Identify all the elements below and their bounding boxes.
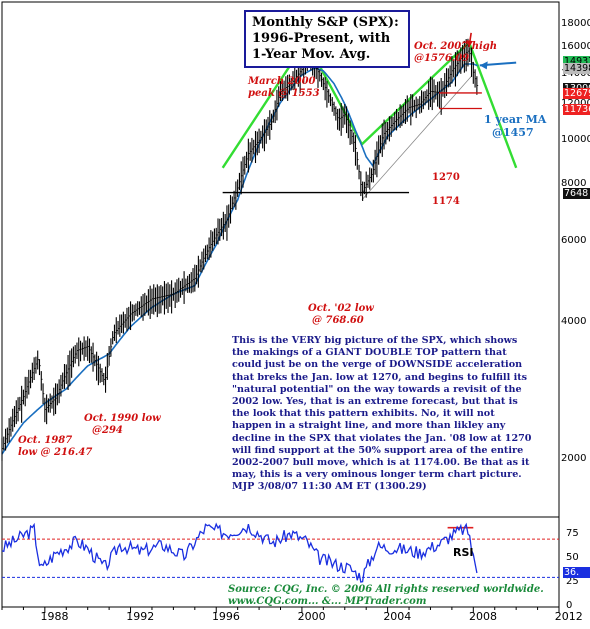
- annotation-oct-1990-line1: Oct. 1990 low: [84, 413, 161, 424]
- annotation-ma-line2: @1457: [492, 126, 534, 139]
- y-tick-label: 16000: [561, 41, 590, 53]
- annotation-oct-2007-high: Oct. 2007 high @1576.09: [414, 41, 497, 65]
- rsi-line: [1, 522, 478, 583]
- x-tick-label: 2008: [469, 610, 498, 623]
- annotation-oct-2007-line1: Oct. 2007 high: [414, 41, 498, 52]
- y-tick-label: 10000: [561, 134, 590, 146]
- annotation-oct-1987-line1: Oct. 1987: [18, 435, 73, 446]
- price-tag: 14398: [563, 63, 590, 75]
- annotation-1-year-ma: 1 year MA @1457: [484, 113, 546, 139]
- price-tag: 11736: [563, 103, 590, 115]
- annotation-ma-line1: 1 year MA: [484, 113, 547, 126]
- annotation-march-2000-line1: March 2000: [248, 76, 316, 87]
- rsi-label: RSI: [453, 546, 474, 559]
- annotation-oct-1987-low: Oct. 1987 low @ 216.47: [18, 435, 92, 459]
- price-tag: 14937: [563, 55, 590, 67]
- rsi-tick-label: 25: [566, 576, 579, 588]
- annotation-march-2000-line2: peak @ 1553: [248, 88, 320, 99]
- commentary-text: This is the VERY big picture of the SPX,…: [232, 335, 532, 493]
- annotation-oct-2002-line2: @ 768.60: [312, 315, 364, 326]
- annotation-oct-2007-line2: @1576.09: [414, 53, 470, 64]
- support-lines: [222, 92, 482, 194]
- annotation-oct-1990-low: Oct. 1990 low @294: [84, 413, 161, 437]
- source-line1: Source: CQG, Inc. © 2006 All rights rese…: [228, 584, 544, 595]
- price-layer: [1, 38, 479, 462]
- chart-title-line2: 1996-Present, with: [252, 31, 391, 46]
- channel-lines: [361, 76, 472, 201]
- price-tag: 7648: [563, 188, 590, 200]
- y-tick-label: 4000: [561, 315, 587, 327]
- arrowhead-oct-2007-high: [466, 40, 474, 48]
- rsi-layer: [1, 522, 559, 583]
- chart-title-line1: Monthly S&P (SPX):: [252, 15, 399, 30]
- rsi-tick-label: 50: [566, 552, 579, 564]
- annotation-oct-2002-low: Oct. '02 low @ 768.60: [308, 303, 374, 327]
- arrowhead-1-year-ma: [479, 61, 488, 70]
- source-credit: Source: CQG, Inc. © 2006 All rights rese…: [228, 584, 544, 608]
- x-tick-label: 2004: [383, 610, 412, 623]
- rsi-tick-label: 75: [566, 528, 579, 540]
- y-tick-label: 2000: [561, 453, 587, 465]
- annotation-oct-2002-line1: Oct. '02 low: [308, 303, 374, 314]
- annotation-level-1270: 1270: [432, 172, 460, 183]
- annotation-oct-1990-line2: @294: [92, 425, 123, 436]
- x-tick-label: 2012: [554, 610, 583, 623]
- y-tick-label: 8000: [561, 178, 587, 190]
- chart-title: Monthly S&P (SPX): 1996-Present, with 1-…: [244, 10, 410, 68]
- x-tick-label: 1988: [40, 610, 69, 623]
- price-tag: 12679: [563, 88, 590, 100]
- source-line2: www.CQG.com... &... MPTrader.com: [228, 596, 427, 607]
- channel-lower-line: [361, 76, 472, 201]
- rsi-last-tag: 36.: [563, 566, 590, 578]
- annotation-oct-1987-line2: low @ 216.47: [18, 447, 93, 458]
- annotation-march-2000-peak: March 2000 peak @ 1553: [248, 76, 320, 100]
- x-axis-ticks: [1, 607, 560, 613]
- x-tick-label: 2000: [297, 610, 326, 623]
- y-tick-label: 18000: [561, 17, 590, 29]
- annotation-level-1174: 1174: [432, 196, 460, 207]
- y-tick-label: 6000: [561, 235, 587, 247]
- x-tick-label: 1996: [211, 610, 240, 623]
- x-tick-label: 1992: [126, 610, 155, 623]
- annotation-arrows: [466, 32, 517, 70]
- rsi-tick-label: 0: [566, 600, 573, 611]
- chart-title-line3: 1-Year Mov. Avg.: [252, 47, 371, 62]
